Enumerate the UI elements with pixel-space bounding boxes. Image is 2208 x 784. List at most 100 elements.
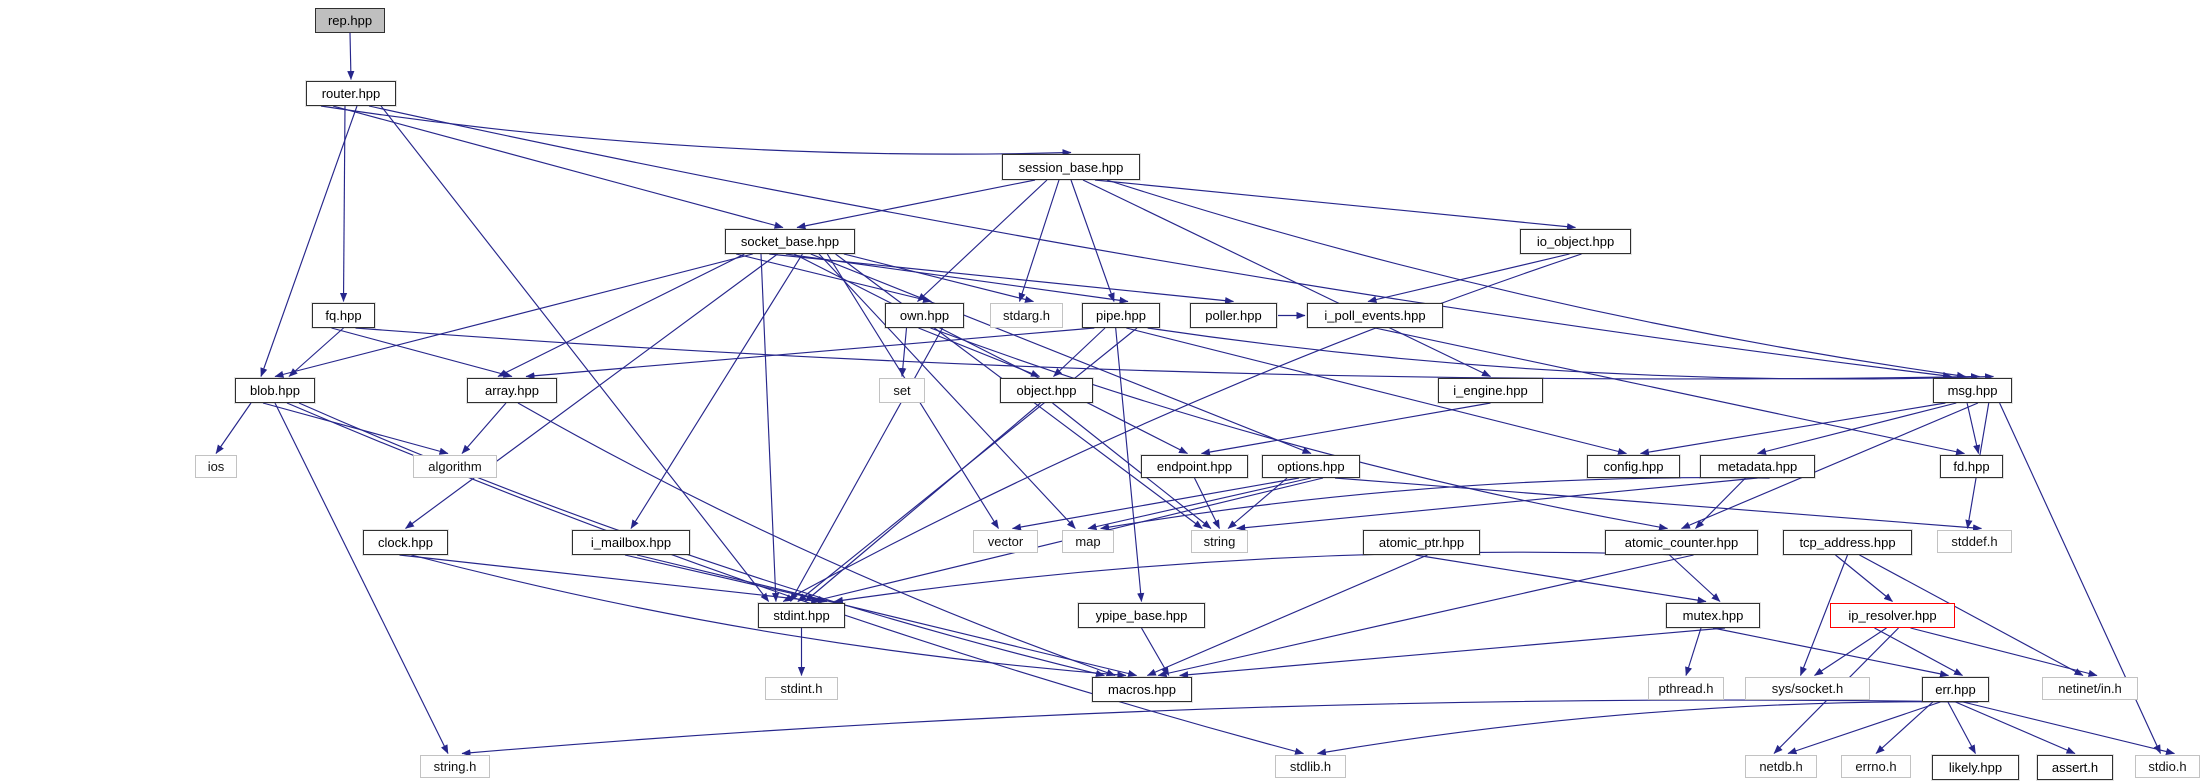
edge-own-to-set [899, 327, 908, 377]
edge-own-to-object [918, 327, 1040, 378]
edge-blob-to-string_h [274, 402, 449, 754]
graph-node-fd[interactable]: fd.hpp [1940, 455, 2003, 478]
graph-node-tcp_address[interactable]: tcp_address.hpp [1783, 530, 1912, 555]
graph-node-i_engine[interactable]: i_engine.hpp [1438, 378, 1543, 403]
edge-msg-to-stdio [1999, 402, 2162, 754]
edge-err-to-netdb [1787, 701, 1941, 755]
graph-node-netdb: netdb.h [1745, 755, 1817, 778]
edge-i_poll_events-to-fd [1374, 327, 1965, 456]
graph-node-assert_h[interactable]: assert.h [2037, 755, 2113, 780]
edge-mutex-to-err [1712, 627, 1949, 678]
edge-msg-to-metadata [1757, 402, 1957, 455]
graph-node-string_h: string.h [420, 755, 490, 778]
edge-i_mailbox-to-macros [636, 554, 1138, 678]
graph-node-poller[interactable]: poller.hpp [1190, 303, 1277, 328]
edge-clock-to-macros [411, 554, 1127, 679]
edge-router-to-blob [260, 105, 358, 377]
edge-options-to-stddef [1334, 477, 1982, 532]
edge-own-to-atomic_counter [930, 327, 1668, 531]
graph-node-atomic_counter[interactable]: atomic_counter.hpp [1605, 530, 1758, 555]
graph-node-msg[interactable]: msg.hpp [1933, 378, 2012, 403]
graph-node-socket_base[interactable]: socket_base.hpp [725, 229, 855, 254]
graph-node-stdio: stdio.h [2135, 755, 2200, 778]
edge-fq-to-array [331, 327, 513, 378]
edge-session_base-to-msg [1106, 179, 1966, 379]
graph-node-metadata[interactable]: metadata.hpp [1700, 455, 1815, 478]
graph-node-ypipe_base[interactable]: ypipe_base.hpp [1078, 603, 1205, 628]
graph-node-router[interactable]: router.hpp [306, 81, 396, 106]
edge-blob-to-macros [298, 402, 1105, 678]
graph-node-pipe[interactable]: pipe.hpp [1082, 303, 1160, 328]
edge-array-to-macros [517, 402, 1116, 677]
edge-session_base-to-own [917, 179, 1048, 302]
edge-router-to-stdint_hpp [380, 105, 770, 602]
graph-node-object[interactable]: object.hpp [1000, 378, 1093, 403]
graph-node-blob[interactable]: blob.hpp [235, 378, 315, 403]
graph-node-vector: vector [973, 530, 1038, 553]
edge-atomic_counter-to-macros [1157, 554, 1694, 678]
graph-node-macros[interactable]: macros.hpp [1092, 677, 1192, 702]
edge-blob-to-algorithm [262, 402, 449, 455]
graph-node-mutex[interactable]: mutex.hpp [1666, 603, 1760, 628]
graph-node-fq[interactable]: fq.hpp [312, 303, 375, 328]
graph-node-set: set [879, 378, 925, 403]
graph-node-stdint_h: stdint.h [765, 677, 838, 700]
graph-node-io_object[interactable]: io_object.hpp [1520, 229, 1631, 254]
edge-pipe-to-msg [1147, 327, 1994, 381]
edge-rep-to-router [347, 32, 355, 80]
graph-node-err[interactable]: err.hpp [1922, 677, 1989, 702]
graph-node-ip_resolver[interactable]: ip_resolver.hpp [1830, 603, 1955, 628]
graph-node-clock[interactable]: clock.hpp [363, 530, 448, 555]
graph-node-stdlib_h: stdlib.h [1275, 755, 1346, 778]
graph-node-own[interactable]: own.hpp [885, 303, 964, 328]
edge-endpoint-to-string [1193, 477, 1221, 529]
edge-mutex-to-macros [1179, 627, 1726, 679]
graph-node-session_base[interactable]: session_base.hpp [1002, 154, 1140, 180]
edge-socket_base-to-stdint_hpp [760, 253, 780, 602]
edge-array-to-algorithm [461, 402, 507, 454]
edge-metadata-to-atomic_counter [1695, 477, 1746, 529]
graph-node-stdarg: stdarg.h [990, 303, 1063, 328]
edge-session_base-to-pipe [1070, 179, 1115, 302]
edge-socket_base-to-i_mailbox [630, 253, 803, 529]
graph-node-config[interactable]: config.hpp [1587, 455, 1680, 478]
graph-node-endpoint[interactable]: endpoint.hpp [1141, 455, 1248, 478]
graph-node-map: map [1062, 530, 1114, 553]
graph-node-i_mailbox[interactable]: i_mailbox.hpp [572, 530, 690, 555]
edge-i_engine-to-endpoint [1201, 402, 1491, 456]
edge-fq-to-blob [288, 327, 344, 377]
edge-router-to-session_base [320, 105, 1072, 157]
edge-object-to-string [1052, 402, 1212, 529]
edge-router-to-socket_base [332, 105, 784, 229]
graph-node-likely[interactable]: likely.hpp [1932, 755, 2019, 780]
graph-node-i_poll_events[interactable]: i_poll_events.hpp [1307, 303, 1443, 328]
edge-pipe-to-array [525, 327, 1095, 380]
edge-socket_base-to-endpoint [793, 253, 1188, 455]
graph-node-sys_socket: sys/socket.h [1745, 677, 1870, 700]
graph-node-atomic_ptr[interactable]: atomic_ptr.hpp [1363, 530, 1480, 555]
edge-socket_base-to-blob [274, 253, 753, 378]
graph-node-array[interactable]: array.hpp [467, 378, 557, 403]
edge-fq-to-msg [355, 327, 1980, 381]
graph-node-stddef: stddef.h [1937, 530, 2012, 553]
edge-socket_base-to-array [497, 253, 745, 378]
edge-session_base-to-stdarg [1018, 179, 1060, 302]
edge-options-to-string [1227, 477, 1288, 529]
graph-node-options[interactable]: options.hpp [1262, 455, 1360, 478]
edge-tcp_address-to-sys_socket [1799, 554, 1849, 676]
edge-msg-to-fd [1966, 402, 1981, 454]
edge-atomic_ptr-to-macros [1146, 554, 1428, 677]
edge-atomic_counter-to-stdint_hpp [833, 551, 1682, 604]
graph-node-algorithm: algorithm [413, 455, 497, 478]
edge-options-to-vector [1012, 477, 1300, 531]
edge-ip_resolver-to-err [1874, 627, 1963, 677]
edge-err-to-assert_h [1955, 701, 2076, 755]
graph-node-rep: rep.hpp [315, 8, 385, 33]
edge-atomic_counter-to-mutex [1669, 554, 1721, 602]
graph-node-stdint_hpp[interactable]: stdint.hpp [758, 603, 845, 628]
edge-clock-to-stdint_hpp [399, 554, 821, 605]
graph-node-pthread: pthread.h [1648, 677, 1724, 700]
edge-socket_base-to-map [818, 253, 1076, 529]
